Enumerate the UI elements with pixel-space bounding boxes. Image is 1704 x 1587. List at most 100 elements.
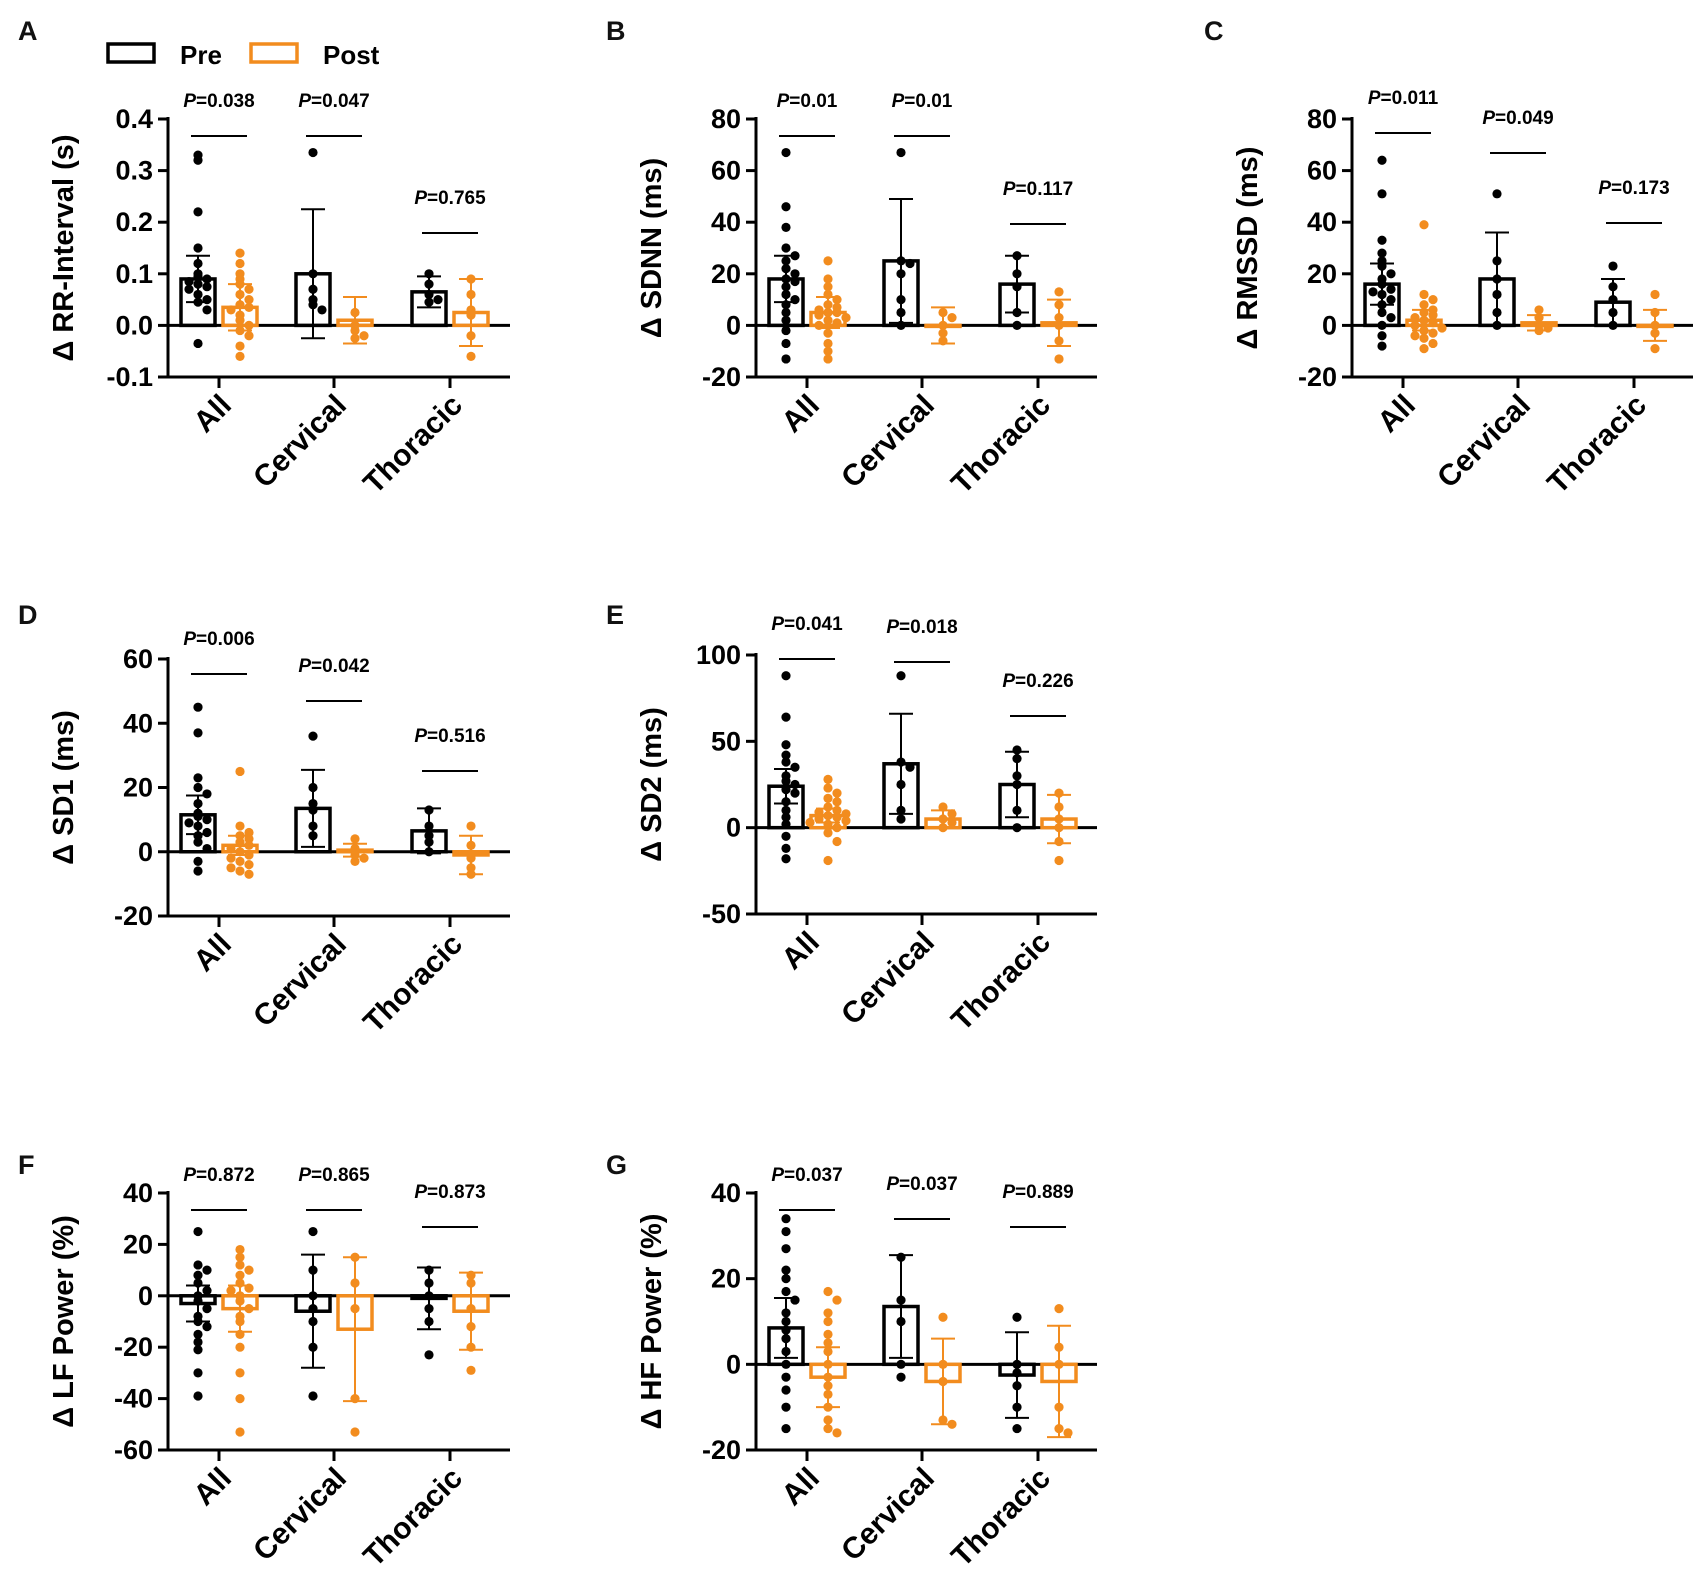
data-point-post [350,1304,360,1314]
data-point-post [823,256,833,266]
data-point-post [466,274,476,284]
panel-letter: B [606,16,626,46]
data-point-post [235,289,245,300]
data-point-post [235,1260,245,1270]
data-point-post [235,1244,245,1255]
data-point-post [1419,307,1429,318]
data-point-post [832,812,842,822]
data-point-pre [1377,261,1387,271]
data-point-post [1650,289,1660,300]
data-point-post [823,307,833,318]
data-point-post [466,840,476,850]
legend-post-label: Post [323,40,380,70]
data-point-post [823,802,833,812]
data-point-pre [193,811,203,822]
data-point-post [823,1286,833,1297]
data-point-post [938,1312,948,1322]
y-tick-label: 0 [138,837,153,867]
data-point-post [1054,300,1064,310]
data-point-post [1054,1423,1064,1434]
data-point-pre [193,798,203,809]
y-tick-label: 80 [711,104,741,134]
data-point-pre [1012,779,1022,790]
data-point-post [1428,295,1438,305]
data-point-post [350,1394,360,1404]
data-point-pre [193,243,203,253]
data-point-pre [781,1359,791,1369]
data-point-pre [781,315,791,325]
data-point-pre [781,831,791,841]
data-point-pre [1386,284,1396,294]
data-point-post [235,1316,245,1327]
data-point-post [235,831,245,841]
data-point-post [938,328,948,338]
p-value-label: P=0.516 [414,726,485,747]
y-tick-label: 0.1 [115,259,153,289]
data-point-post [235,821,245,831]
data-point-pre [1492,256,1502,266]
data-point-pre [781,1325,791,1335]
data-point-post [235,325,245,336]
data-point-post [823,1359,833,1369]
data-point-pre [781,1385,791,1395]
panel-letter: E [606,600,624,630]
data-point-pre [193,1329,203,1339]
data-point-post [244,1265,254,1275]
data-point-post [823,783,833,793]
data-point-post [841,816,851,826]
data-point-post [235,856,245,866]
data-point-post [350,834,360,844]
data-point-post [1419,315,1429,325]
data-point-pre [781,1402,791,1412]
data-point-pre [1386,295,1396,305]
data-point-post [1419,325,1429,336]
y-tick-label: 20 [711,1264,741,1294]
data-point-pre [202,305,212,315]
data-point-post [823,282,833,292]
data-point-pre [781,785,791,795]
data-point-post [466,853,476,863]
data-point-pre [781,1423,791,1434]
data-point-pre [781,757,791,767]
data-point-pre [193,1296,203,1306]
data-point-pre [1492,320,1502,330]
data-point-pre [1492,307,1502,318]
data-point-post [1428,310,1438,320]
data-point-pre [1608,320,1618,330]
panel-letter: A [18,16,38,46]
p-value-label: P=0.226 [1002,671,1073,692]
data-point-pre [433,295,443,305]
data-point-pre [424,831,434,841]
p-value-label: P=0.042 [298,656,369,677]
y-tick-label: 0 [726,310,741,340]
data-point-post [823,300,833,310]
data-point-post [1543,323,1553,333]
data-point-post [814,310,824,320]
data-point-pre [896,1316,906,1327]
data-point-post [823,1415,833,1425]
data-point-pre [790,251,800,261]
p-value-label: P=0.865 [298,1165,370,1186]
data-point-post [841,313,851,323]
data-point-pre [896,295,906,305]
data-point-pre [193,702,203,712]
p-value-label: P=0.037 [771,1165,842,1186]
data-point-pre [896,671,906,681]
data-point-pre [1012,745,1022,755]
data-point-post [1410,313,1420,323]
data-point-post [350,333,360,343]
data-point-pre [1012,282,1022,292]
p-value-label: P=0.01 [892,91,953,112]
p-value-label: P=0.765 [414,188,486,209]
data-point-pre [781,1274,791,1284]
data-point-pre [1377,289,1387,300]
data-point-post [244,827,254,838]
data-point-post [244,834,254,844]
data-point-pre [202,282,212,292]
data-point-post [947,313,957,323]
data-point-pre [193,1260,203,1270]
data-point-post [1054,1342,1064,1352]
data-point-pre [781,1286,791,1297]
legend: Pre Post [106,40,380,70]
data-point-post [235,766,245,777]
